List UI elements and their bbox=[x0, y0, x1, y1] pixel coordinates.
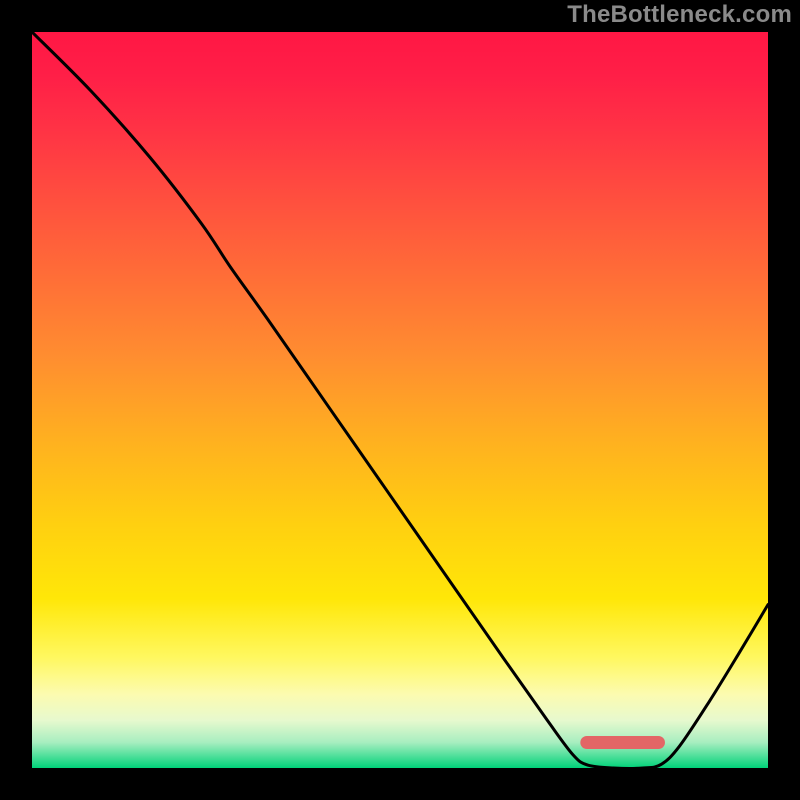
bottleneck-chart bbox=[0, 0, 800, 800]
chart-container: { "watermark": { "text": "TheBottleneck.… bbox=[0, 0, 800, 800]
optimal-range-marker bbox=[580, 736, 665, 749]
chart-gradient-background bbox=[32, 32, 768, 768]
watermark-text: TheBottleneck.com bbox=[567, 1, 792, 29]
